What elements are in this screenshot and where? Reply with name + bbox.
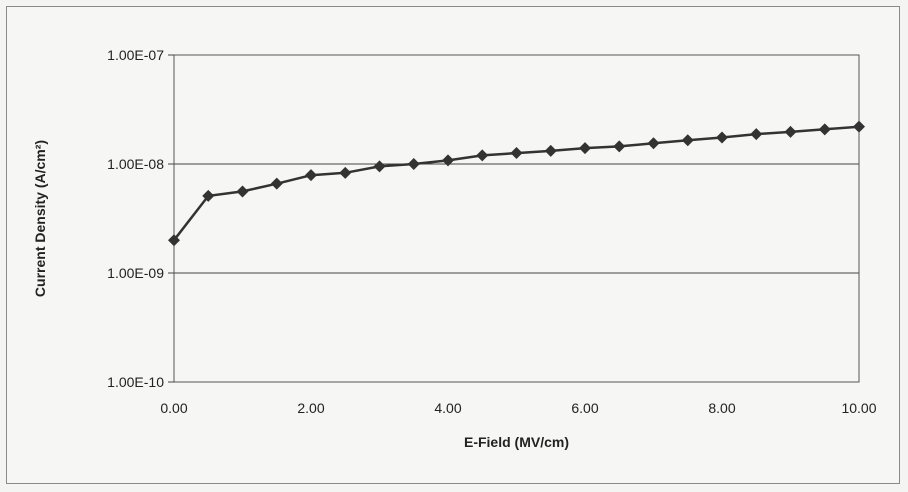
x-tick-label: 0.00 — [160, 400, 187, 416]
chart-svg: 1.00E-10 1.00E-09 1.00E-08 1.00E-07 0.00 2.0… — [32, 47, 877, 450]
x-tick-label: 6.00 — [571, 400, 598, 416]
x-tick-label: 10.00 — [841, 400, 876, 416]
data-point-marker — [784, 125, 797, 138]
data-point-marker — [202, 189, 215, 202]
data-point-marker — [339, 166, 352, 179]
data-point-marker — [373, 160, 386, 173]
data-point-marker — [510, 147, 523, 160]
y-tick-label: 1.00E-10 — [107, 374, 164, 390]
data-point-marker — [818, 123, 831, 136]
y-axis-ticks: 1.00E-10 1.00E-09 1.00E-08 1.00E-07 — [107, 47, 174, 390]
data-point-marker — [716, 131, 728, 144]
plot-area — [173, 54, 860, 383]
data-point-marker — [407, 158, 420, 170]
gridlines — [174, 54, 859, 383]
series-markers — [168, 120, 865, 247]
data-point-marker — [750, 128, 763, 141]
y-axis-title: Current Density (A/cm²) — [32, 140, 48, 297]
data-point-marker — [236, 185, 249, 198]
x-axis-ticks: 0.00 2.00 4.00 6.00 8.00 10.00 — [160, 400, 876, 416]
data-point-marker — [579, 142, 591, 155]
x-tick-label: 2.00 — [297, 400, 324, 416]
x-tick-label: 8.00 — [708, 400, 735, 416]
y-tick-label: 1.00E-07 — [107, 47, 164, 63]
data-point-marker — [305, 169, 317, 182]
data-point-marker — [168, 234, 180, 247]
data-point-marker — [681, 134, 694, 147]
data-point-marker — [853, 120, 865, 133]
y-tick-label: 1.00E-09 — [107, 265, 164, 281]
data-point-marker — [544, 144, 557, 157]
data-point-marker — [442, 154, 454, 167]
data-point-marker — [613, 140, 626, 153]
data-point-marker — [647, 137, 660, 150]
y-tick-label: 1.00E-08 — [107, 156, 164, 172]
x-axis-title: E-Field (MV/cm) — [464, 434, 569, 450]
data-point-marker — [270, 177, 283, 190]
chart-frame: 1.00E-10 1.00E-09 1.00E-08 1.00E-07 0.00 2.0… — [6, 6, 900, 484]
x-tick-label: 4.00 — [434, 400, 461, 416]
data-point-marker — [476, 149, 489, 162]
